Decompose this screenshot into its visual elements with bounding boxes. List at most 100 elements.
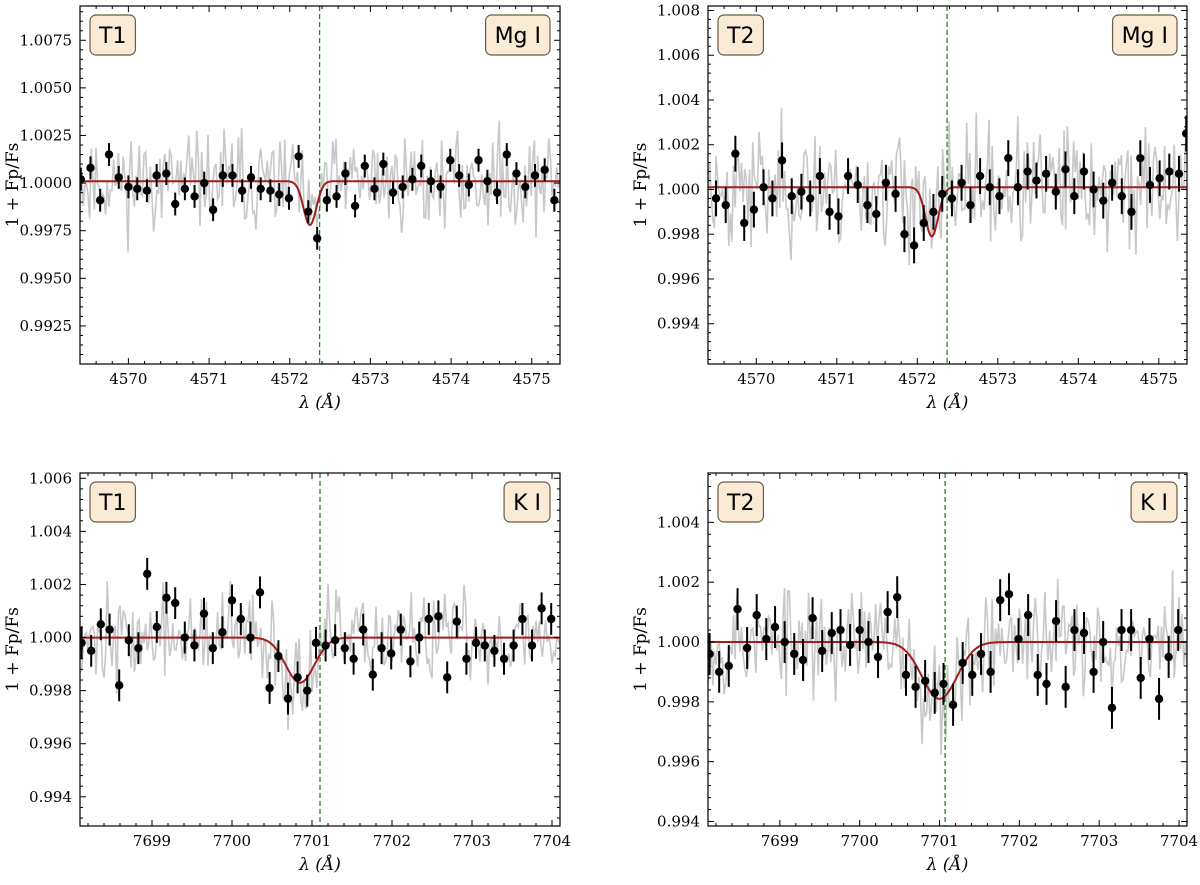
x-tick-label: 4572	[898, 370, 936, 388]
data-point	[236, 614, 245, 624]
data-point	[1145, 634, 1154, 644]
data-point	[452, 617, 461, 626]
data-point	[986, 667, 995, 677]
data-point	[1051, 187, 1060, 196]
data-point	[115, 681, 124, 690]
data-point	[939, 679, 948, 689]
data-point	[265, 683, 274, 693]
data-point	[312, 234, 322, 243]
data-point	[1061, 682, 1070, 692]
data-point	[740, 218, 749, 228]
tag-right: Mg I	[1111, 14, 1178, 56]
data-point	[426, 176, 436, 186]
data-point	[975, 171, 985, 181]
y-tick-label: 1.002	[657, 573, 700, 591]
data-point	[1165, 167, 1174, 176]
data-point	[284, 194, 294, 203]
data-point	[1107, 178, 1117, 187]
data-point	[547, 614, 556, 624]
data-point	[1079, 167, 1089, 176]
data-point	[1041, 169, 1051, 179]
data-point	[283, 694, 293, 703]
data-point	[920, 676, 930, 686]
y-tick-label: 1.006	[29, 469, 72, 487]
data-point	[1051, 616, 1061, 626]
tag-left-text: T2	[726, 24, 754, 49]
data-point	[1154, 694, 1164, 704]
data-point	[958, 658, 967, 668]
data-point	[1181, 129, 1187, 138]
data-point	[499, 654, 509, 663]
tag-right-box	[1130, 481, 1178, 523]
data-point	[142, 186, 152, 195]
y-tick-label: 1.0050	[20, 79, 73, 97]
data-point	[408, 175, 417, 184]
axes-frame	[79, 5, 561, 365]
data-point	[872, 209, 881, 219]
y-tick-label: 1.0075	[20, 31, 73, 49]
data-point	[1023, 167, 1032, 176]
data-point	[752, 610, 761, 620]
y-tick-label: 1.004	[657, 91, 700, 109]
data-point	[1070, 191, 1079, 201]
data-point	[474, 156, 483, 165]
data-point	[86, 163, 95, 173]
data-point	[855, 625, 864, 635]
data-point	[714, 667, 724, 677]
data-point	[957, 178, 966, 187]
data-point	[417, 161, 426, 171]
data-point	[480, 641, 489, 650]
tag-left-text: T1	[98, 24, 126, 49]
tag-left: T1	[89, 14, 137, 56]
x-tick-label: 4572	[271, 370, 309, 388]
data-point	[1136, 153, 1145, 163]
y-axis-label: 1 + Fp/Fs	[631, 607, 651, 692]
data-point	[190, 641, 199, 650]
data-point	[464, 180, 474, 190]
data-point	[930, 688, 939, 698]
y-tick-label: 0.994	[657, 315, 700, 333]
data-point	[443, 673, 452, 682]
tag-right: K I	[503, 481, 551, 523]
data-point	[170, 199, 180, 209]
data-point	[379, 159, 388, 169]
y-axis-label: 1 + Fp/Fs	[631, 143, 651, 228]
tag-right-text: K I	[1140, 491, 1168, 516]
y-tick-label: 1.0025	[20, 126, 73, 144]
data-point	[742, 643, 752, 653]
data-point	[808, 613, 817, 623]
data-point	[1079, 628, 1089, 638]
data-point	[521, 182, 530, 192]
x-tick-label: 7701	[920, 832, 958, 850]
x-tick-label: 7700	[841, 832, 879, 850]
data-point	[733, 604, 742, 614]
data-point	[1014, 634, 1023, 644]
data-point	[1127, 207, 1136, 217]
x-axis-label: λ (Å)	[926, 854, 969, 875]
data-point	[1174, 625, 1183, 635]
data-point	[537, 604, 546, 613]
data-point	[834, 212, 843, 221]
data-point	[199, 609, 209, 618]
data-point	[208, 643, 217, 653]
data-point	[512, 169, 521, 178]
data-point	[1098, 637, 1108, 647]
data-point	[853, 180, 862, 190]
y-tick-label: 1.008	[657, 1, 700, 19]
data-point	[256, 184, 265, 194]
x-tick-label: 7703	[1080, 832, 1118, 850]
data-point	[218, 628, 227, 637]
data-point	[190, 192, 199, 201]
tag-left-box	[717, 14, 765, 56]
data-point	[966, 200, 975, 210]
data-point	[798, 655, 808, 665]
data-point	[462, 654, 471, 663]
y-tick-label: 1.000	[29, 629, 72, 647]
axes-frame	[707, 5, 1188, 365]
x-tick-label: 4575	[513, 370, 551, 388]
plot-area	[80, 473, 560, 826]
data-point	[873, 652, 883, 662]
data-point	[721, 200, 730, 210]
tag-left-box	[89, 481, 137, 523]
data-point	[845, 640, 855, 650]
